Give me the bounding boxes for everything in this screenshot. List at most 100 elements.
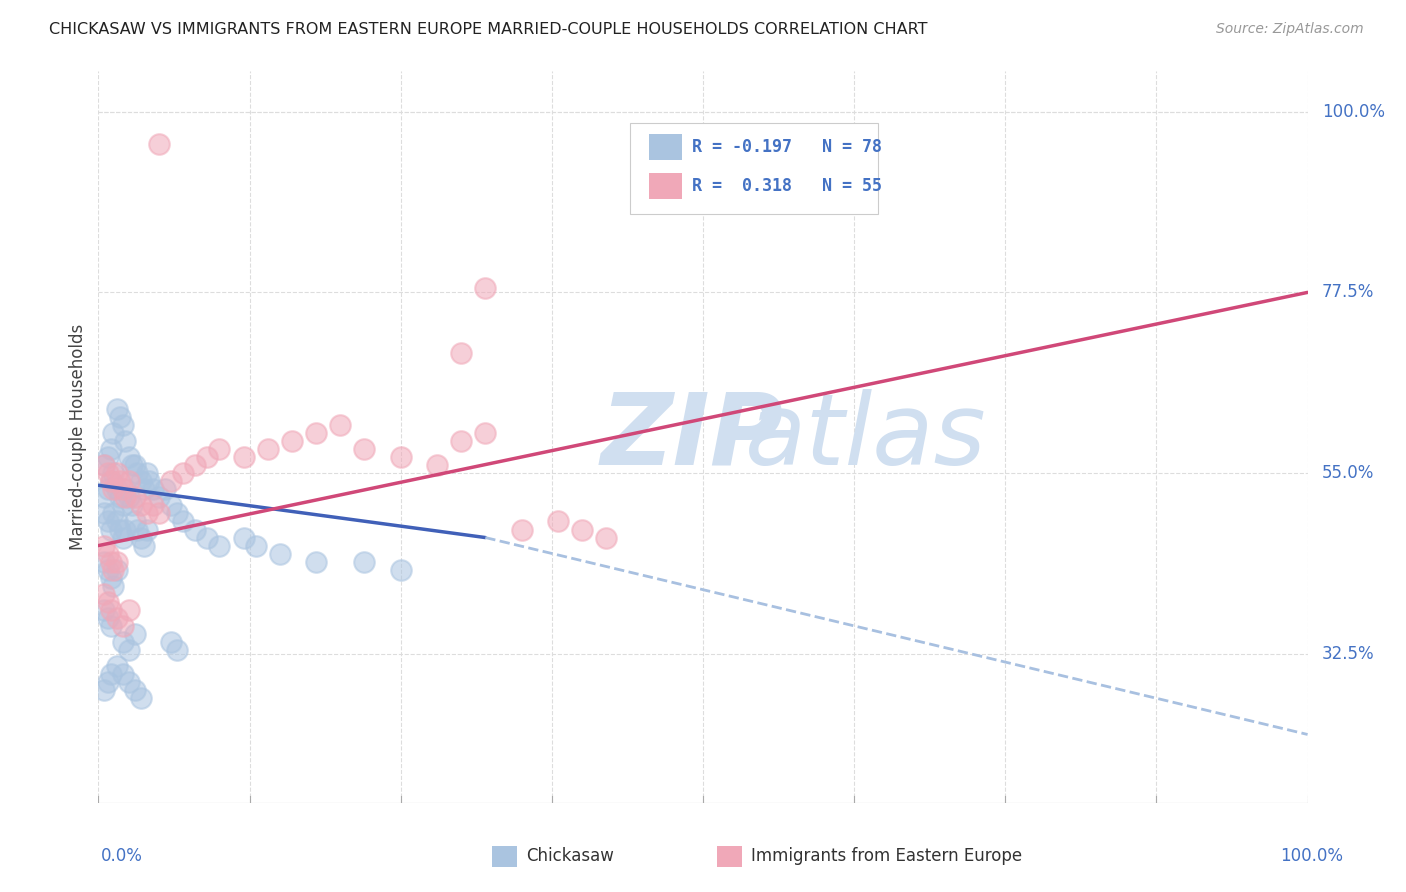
Y-axis label: Married-couple Households: Married-couple Households [69,324,87,550]
Text: 100.0%: 100.0% [1279,847,1343,865]
Point [93,603,115,617]
Point [105,401,128,416]
Point [142,499,165,513]
Point [97,467,120,481]
Point [105,611,128,625]
Point [100,603,122,617]
Point [232,531,254,545]
Point [474,281,496,295]
Point [160,635,183,649]
Point [135,507,157,521]
Point [97,595,120,609]
Point [111,483,134,497]
Point [166,507,188,521]
Text: R = -0.197   N = 78: R = -0.197 N = 78 [692,137,882,156]
Point [118,491,141,505]
Point [124,515,146,529]
Point [93,458,115,473]
Point [97,611,120,625]
Point [127,523,149,537]
Point [148,136,170,151]
Point [93,587,115,601]
Point [111,667,134,681]
Point [426,458,449,473]
Point [172,467,194,481]
Point [101,507,124,521]
Point [153,483,176,497]
Point [135,523,157,537]
Point [595,531,617,545]
Text: Immigrants from Eastern Europe: Immigrants from Eastern Europe [751,847,1022,865]
Point [305,555,328,569]
Point [97,675,120,690]
Point [93,555,115,569]
Point [510,523,533,537]
Point [100,555,122,569]
Point [142,483,165,497]
Point [114,434,136,449]
Point [100,475,122,489]
Point [160,475,183,489]
Point [118,450,141,465]
Point [105,515,128,529]
Point [121,499,143,513]
Text: 0.0%: 0.0% [101,847,143,865]
Point [166,643,188,657]
Point [305,425,328,440]
Point [111,499,134,513]
Point [184,523,207,537]
Point [195,531,218,545]
Point [571,523,593,537]
Point [93,491,115,505]
Point [138,475,160,489]
Point [105,563,128,577]
Point [101,425,124,440]
Point [97,450,120,465]
Point [269,547,291,561]
Point [118,643,141,657]
Point [105,659,128,673]
Point [101,579,124,593]
Point [134,539,156,553]
Point [101,483,124,497]
Point [105,467,128,481]
Point [114,523,136,537]
Point [111,619,134,633]
Point [450,345,472,359]
Point [124,627,146,641]
Point [353,442,375,457]
Point [135,467,157,481]
Point [389,450,412,465]
Text: Source: ZipAtlas.com: Source: ZipAtlas.com [1216,22,1364,37]
Bar [648,134,682,160]
Point [256,442,278,457]
Text: ZIP: ZIP [600,389,783,485]
Point [208,442,231,457]
Point [121,458,143,473]
Text: atlas: atlas [745,389,987,485]
Point [100,475,122,489]
Text: Chickasaw: Chickasaw [526,847,614,865]
Text: CHICKASAW VS IMMIGRANTS FROM EASTERN EUROPE MARRIED-COUPLE HOUSEHOLDS CORRELATIO: CHICKASAW VS IMMIGRANTS FROM EASTERN EUR… [49,22,928,37]
Point [129,691,152,706]
Point [100,571,122,585]
Point [172,515,194,529]
Point [148,491,170,505]
Point [232,450,254,465]
Point [129,531,152,545]
Point [281,434,304,449]
Point [450,434,472,449]
Point [108,409,131,424]
Text: 77.5%: 77.5% [1322,284,1375,301]
Point [108,523,131,537]
Point [97,483,120,497]
Point [160,499,183,513]
Point [124,683,146,698]
Point [129,499,152,513]
Point [100,523,122,537]
Point [111,635,134,649]
Point [208,539,231,553]
Point [97,515,120,529]
Point [93,507,115,521]
Point [93,458,115,473]
